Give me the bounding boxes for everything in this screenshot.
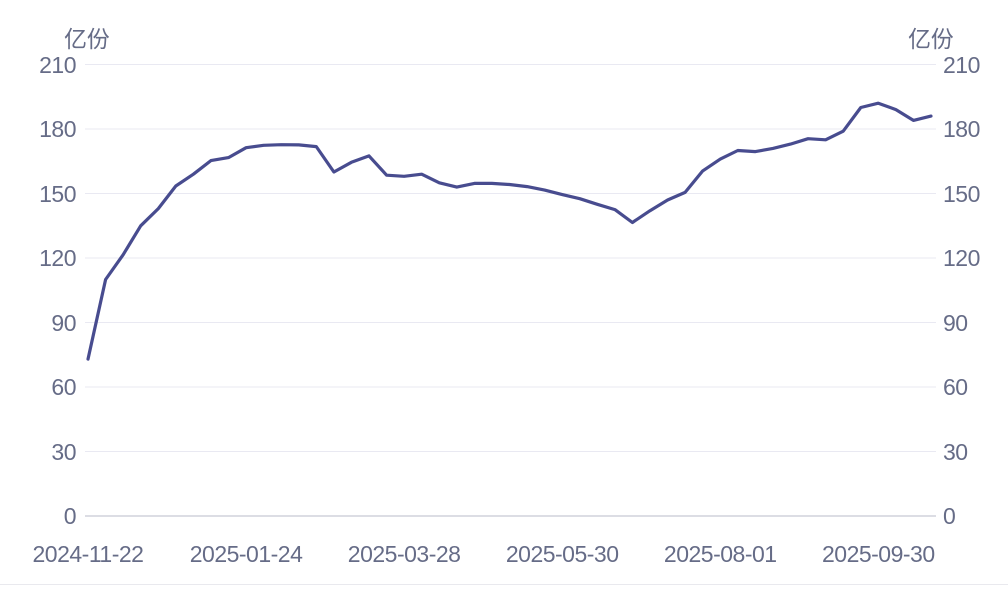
y-tick-label-right-210: 210 (943, 51, 980, 78)
y-tick-label-left-90: 90 (51, 309, 76, 336)
x-tick-label-2025-08-01: 2025-08-01 (663, 541, 777, 567)
x-tick-label-2025-01-24: 2025-01-24 (189, 541, 303, 567)
y-tick-label-right-120: 120 (943, 245, 980, 271)
series-line (86, 101, 933, 361)
x-tick-label-2025-03-28: 2025-03-28 (347, 541, 461, 567)
y-tick-label-right-0: 0 (943, 503, 956, 529)
y-axis-unit-label-right: 亿份 (908, 26, 954, 52)
y-tick-label-left-0: 0 (63, 503, 77, 529)
y-tick-label-left-120: 120 (39, 245, 76, 271)
y-tick-label-right-150: 150 (943, 180, 980, 207)
y-tick-label-right-90: 90 (943, 309, 968, 336)
x-tick-label-2024-11-22: 2024-11-22 (32, 541, 144, 567)
y-tick-label-right-30: 30 (943, 438, 968, 465)
y-tick-label-left-180: 180 (39, 116, 76, 142)
x-tick-label-2025-05-30: 2025-05-30 (505, 541, 619, 567)
y-tick-label-right-180: 180 (943, 116, 980, 142)
y-tick-label-right-60: 60 (943, 374, 968, 400)
y-tick-label-left-150: 150 (39, 180, 76, 207)
y-tick-label-left-60: 60 (51, 374, 76, 400)
y-axis-unit-label-left: 亿份 (64, 26, 110, 52)
y-tick-label-left-210: 210 (39, 51, 76, 78)
x-tick-label-2025-09-30: 2025-09-30 (821, 541, 935, 567)
bottom-divider (0, 584, 1008, 585)
y-tick-label-left-30: 30 (51, 438, 76, 465)
